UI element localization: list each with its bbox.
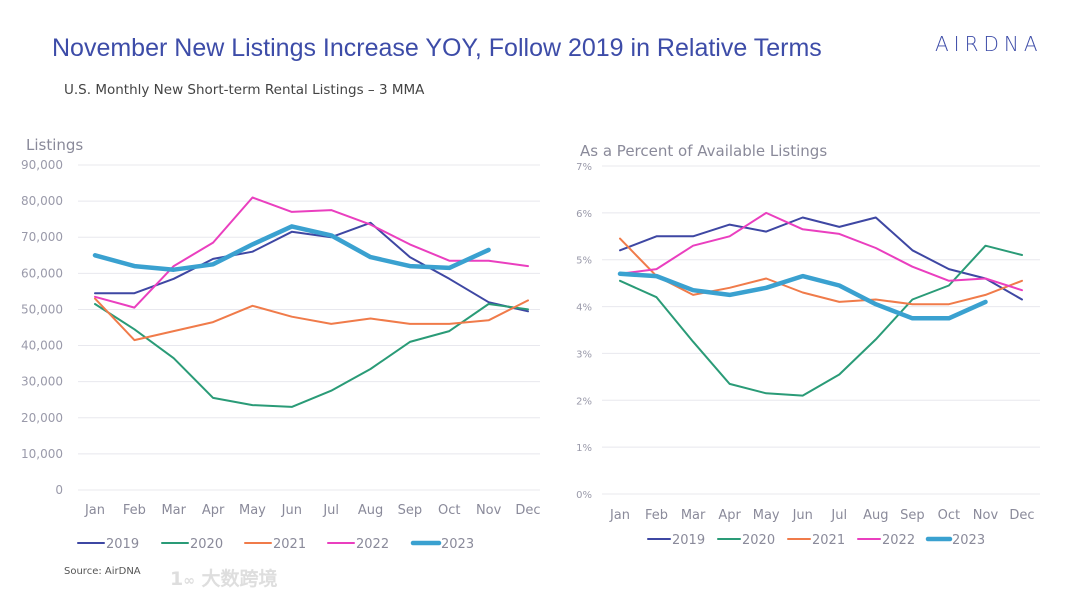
y-tick-label: 10,000: [21, 447, 63, 461]
x-tick-label: Jul: [830, 508, 847, 523]
y-tick-label: 3%: [576, 349, 592, 360]
y-tick-label: 0%: [576, 490, 592, 501]
y-tick-label: 1%: [576, 443, 592, 454]
series-line-2021: [94, 297, 529, 342]
x-tick-label: Dec: [1009, 508, 1034, 523]
legend-label-2023: 2023: [441, 537, 474, 552]
x-tick-label: Mar: [161, 503, 186, 518]
source-note: Source: AirDNA: [64, 566, 141, 577]
legend-label-2021: 2021: [812, 533, 845, 548]
x-tick-label: May: [753, 508, 780, 523]
series-line-2022: [619, 211, 1023, 292]
legend-label-2020: 2020: [742, 533, 775, 548]
x-tick-label: Oct: [938, 508, 960, 523]
y-tick-label: 90,000: [21, 158, 63, 172]
legend-label-2022: 2022: [356, 537, 389, 552]
page-title: November New Listings Increase YOY, Foll…: [52, 34, 822, 62]
y-tick-label: 5%: [576, 256, 592, 267]
legend-label-2020: 2020: [190, 537, 223, 552]
x-tick-label: Feb: [645, 508, 668, 523]
y-tick-label: 70,000: [21, 230, 63, 244]
y-tick-label: 30,000: [21, 375, 63, 389]
series-line-2023: [617, 271, 988, 321]
x-tick-label: Oct: [438, 503, 460, 518]
x-tick-label: Jan: [84, 503, 105, 518]
x-tick-label: Dec: [515, 503, 540, 518]
legend-label-2023: 2023: [952, 533, 985, 548]
series-line-2023: [92, 224, 491, 272]
legend-label-2019: 2019: [106, 537, 139, 552]
x-tick-label: Jan: [609, 508, 630, 523]
x-tick-label: Feb: [123, 503, 146, 518]
x-tick-label: Nov: [973, 508, 999, 523]
right-chart-title: As a Percent of Available Listings: [580, 142, 828, 160]
x-tick-label: Aug: [863, 508, 888, 523]
y-tick-label: 50,000: [21, 302, 63, 316]
x-tick-label: Apr: [202, 503, 225, 518]
y-tick-label: 4%: [576, 303, 592, 314]
watermark: 1∞ 大数跨境: [170, 568, 278, 590]
series-line-2019: [94, 221, 529, 313]
y-tick-label: 7%: [576, 162, 592, 173]
y-tick-label: 40,000: [21, 339, 63, 353]
left-chart-title: Listings: [26, 136, 84, 154]
x-tick-label: Aug: [358, 503, 383, 518]
x-tick-label: Mar: [681, 508, 706, 523]
x-tick-label: May: [239, 503, 266, 518]
legend-label-2022: 2022: [882, 533, 915, 548]
y-tick-label: 0: [55, 483, 63, 497]
series-line-2020: [619, 244, 1023, 397]
y-tick-label: 80,000: [21, 194, 63, 208]
x-tick-label: Apr: [718, 508, 741, 523]
x-tick-label: Jun: [792, 508, 813, 523]
x-tick-label: Sep: [398, 503, 423, 518]
x-tick-label: Jun: [281, 503, 302, 518]
y-tick-label: 6%: [576, 209, 592, 220]
series-line-2022: [94, 196, 529, 309]
y-tick-label: 60,000: [21, 266, 63, 280]
legend-label-2019: 2019: [672, 533, 705, 548]
y-tick-label: 2%: [576, 396, 592, 407]
series-line-2019: [619, 216, 1023, 301]
x-tick-label: Jul: [322, 503, 339, 518]
series-line-2020: [94, 303, 529, 408]
legend-label-2021: 2021: [273, 537, 306, 552]
page-subtitle: U.S. Monthly New Short-term Rental Listi…: [64, 82, 425, 98]
airdna-logo: AIRDNA: [935, 32, 1043, 56]
x-tick-label: Nov: [476, 503, 502, 518]
x-tick-label: Sep: [900, 508, 925, 523]
series-line-2021: [619, 237, 1023, 306]
y-tick-label: 20,000: [21, 411, 63, 425]
